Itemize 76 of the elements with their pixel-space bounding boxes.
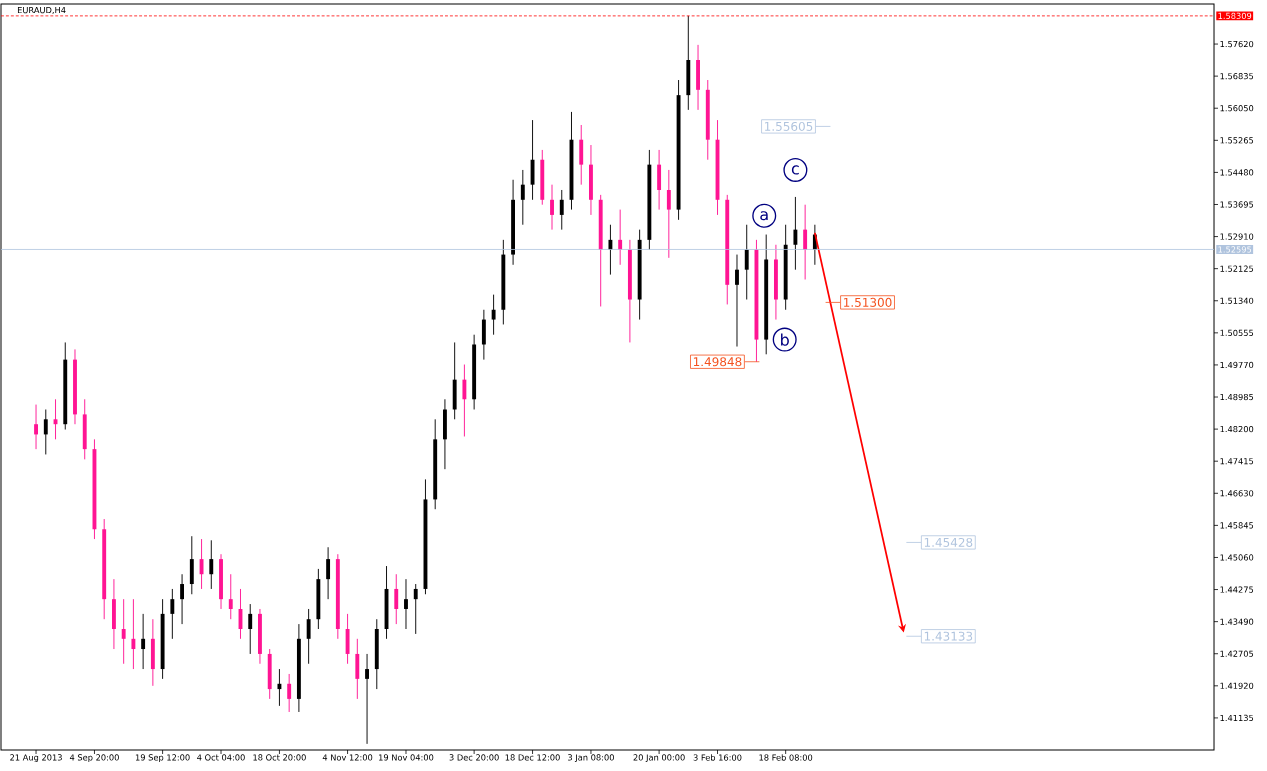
- ref-line-label: 1.45428: [924, 537, 973, 547]
- candlestick: [277, 668, 282, 707]
- x-tick-label: 3 Dec 20:00: [449, 754, 499, 761]
- candlestick: [550, 184, 554, 231]
- x-tick-label: 20 Jan 00:00: [633, 754, 685, 763]
- y-tick-label: 1.43490: [1220, 618, 1254, 625]
- candlestick: [365, 653, 369, 745]
- candlestick: [141, 613, 146, 670]
- y-tick-label: 1.52125: [1220, 265, 1254, 272]
- y-tick-label: 1.52910: [1220, 233, 1254, 240]
- candlestick: [735, 254, 739, 348]
- x-tick-label: 4 Nov 12:00: [322, 754, 373, 761]
- candlestick: [394, 573, 399, 625]
- candlestick: [121, 598, 126, 665]
- candlestick: [608, 224, 613, 276]
- y-tick-label: 1.45060: [1220, 554, 1254, 561]
- candlestick: [803, 204, 808, 280]
- annotation: a: [760, 211, 768, 221]
- y-tick-label: 1.56835: [1220, 73, 1254, 80]
- ref-line-label: 1.52595: [1218, 246, 1252, 253]
- x-tick-label: 3 Feb 16:00: [693, 754, 742, 761]
- x-tick-label: 18 Feb 08:00: [759, 754, 813, 761]
- x-tick-label: 4 Sep 20:00: [69, 754, 119, 763]
- candlestick: [462, 364, 467, 437]
- candlestick: [170, 588, 175, 640]
- candlestick: [413, 583, 418, 635]
- candlestick: [131, 598, 136, 670]
- y-tick-label: 1.54480: [1220, 169, 1254, 176]
- x-tick-label: 3 Jan 08:00: [568, 754, 614, 763]
- candlestick: [491, 294, 496, 336]
- candlestick: [209, 539, 214, 590]
- x-tick-label: 19 Sep 12:00: [135, 754, 190, 763]
- candlestick: [43, 409, 48, 455]
- candlestick: [559, 189, 564, 231]
- y-tick-label: 1.45845: [1220, 522, 1254, 529]
- ref-line-label: 1.43133: [924, 631, 973, 641]
- candlestick: [793, 196, 798, 271]
- candlestick: [520, 169, 525, 226]
- x-tick-label: 18 Dec 12:00: [505, 754, 560, 761]
- y-tick-label: 1.47415: [1220, 458, 1254, 465]
- ref-line-label: 1.49848: [693, 357, 742, 367]
- y-tick-label: 1.57620: [1220, 40, 1254, 48]
- candlestick: [248, 603, 253, 655]
- ref-line-label: 1.51300: [844, 297, 892, 307]
- y-tick-label: 1.51340: [1220, 297, 1254, 304]
- y-tick-label: 1.56050: [1220, 105, 1254, 112]
- ref-line-label: 1.55605: [765, 121, 813, 131]
- x-tick-label: 19 Nov 04:00: [379, 754, 434, 761]
- y-tick-label: 1.46630: [1220, 490, 1254, 497]
- ref-line-label: 1.58309: [1218, 12, 1252, 20]
- y-tick-label: 1.44275: [1220, 586, 1254, 593]
- y-tick-label: 1.48200: [1220, 426, 1254, 433]
- x-tick-label: 4 Oct 04:00: [197, 754, 245, 761]
- candlestick: [287, 673, 292, 713]
- y-tick-label: 1.50555: [1220, 329, 1254, 336]
- y-tick-label: 1.55265: [1220, 137, 1254, 144]
- y-tick-label: 1.48985: [1220, 393, 1254, 401]
- candlestick: [404, 578, 408, 630]
- candlestick: [228, 573, 233, 620]
- candlestick: [618, 209, 623, 266]
- annotation: c: [791, 165, 799, 175]
- candlestick: [180, 573, 185, 625]
- candlestick: [666, 169, 671, 259]
- candlestick: [306, 608, 311, 665]
- y-tick-label: 1.53695: [1220, 201, 1254, 208]
- x-tick-label: 21 Aug 2013: [10, 754, 62, 763]
- y-tick-label: 1.42705: [1220, 650, 1254, 657]
- y-tick-label: 1.49770: [1220, 361, 1254, 369]
- y-tick-label: 1.41135: [1220, 714, 1254, 722]
- chart-title: EURAUD,H4: [17, 7, 66, 15]
- annotation: b: [781, 333, 789, 346]
- candlestick: [326, 546, 331, 600]
- candlestick: [744, 224, 749, 300]
- candlestick: [34, 404, 38, 450]
- x-tick-label: 18 Oct 20:00: [253, 754, 306, 761]
- y-tick-label: 1.41920: [1220, 682, 1254, 689]
